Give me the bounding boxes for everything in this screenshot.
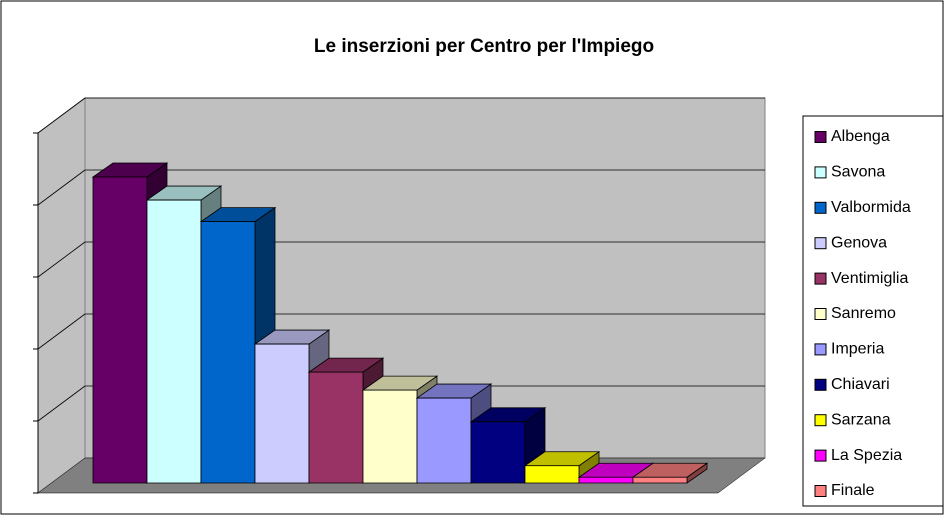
legend-swatch	[814, 343, 827, 356]
bar-front	[524, 465, 580, 484]
bar-front	[92, 176, 148, 484]
legend-label: Genova	[831, 234, 887, 251]
chart-title: Le inserzioni per Centro per l'Impiego	[314, 36, 654, 57]
legend-swatch	[814, 237, 827, 250]
legend-label: Albenga	[831, 128, 890, 145]
bar-front	[470, 421, 526, 484]
legend-label: Sanremo	[831, 305, 896, 322]
legend-label: Sarzana	[831, 411, 891, 428]
bar-front	[200, 221, 256, 484]
bar-front	[578, 476, 634, 484]
legend-swatch	[814, 485, 827, 497]
legend-swatch	[814, 414, 827, 427]
bar-front	[632, 476, 688, 484]
legend-swatch	[814, 308, 827, 320]
legend-swatch	[814, 201, 827, 214]
bar-front	[362, 389, 418, 484]
grid-line-side	[37, 241, 86, 278]
bar	[631, 462, 709, 484]
legend-label: Finale	[831, 482, 875, 499]
legend-label: La Spezia	[831, 447, 902, 464]
legend-swatch	[814, 449, 827, 462]
grid-line-side	[37, 97, 86, 134]
legend-label: Savona	[831, 164, 885, 181]
grid-line-side	[37, 313, 86, 350]
bar-front	[146, 199, 202, 484]
legend-swatch	[814, 378, 827, 391]
legend-swatch	[814, 272, 827, 285]
side-wall	[37, 97, 86, 494]
legend-label: Ventimiglia	[831, 270, 908, 287]
grid-line-side	[37, 385, 86, 422]
legend-swatch	[814, 166, 827, 179]
bar-front	[416, 397, 472, 484]
bar-front	[254, 343, 310, 484]
legend-label: Chiavari	[831, 376, 890, 393]
bar	[199, 206, 277, 484]
grid-line-side	[37, 169, 86, 206]
legend-label: Imperia	[831, 341, 884, 358]
legend-swatch	[814, 131, 827, 143]
bar-front	[308, 371, 364, 484]
legend-label: Valbormida	[831, 199, 911, 216]
